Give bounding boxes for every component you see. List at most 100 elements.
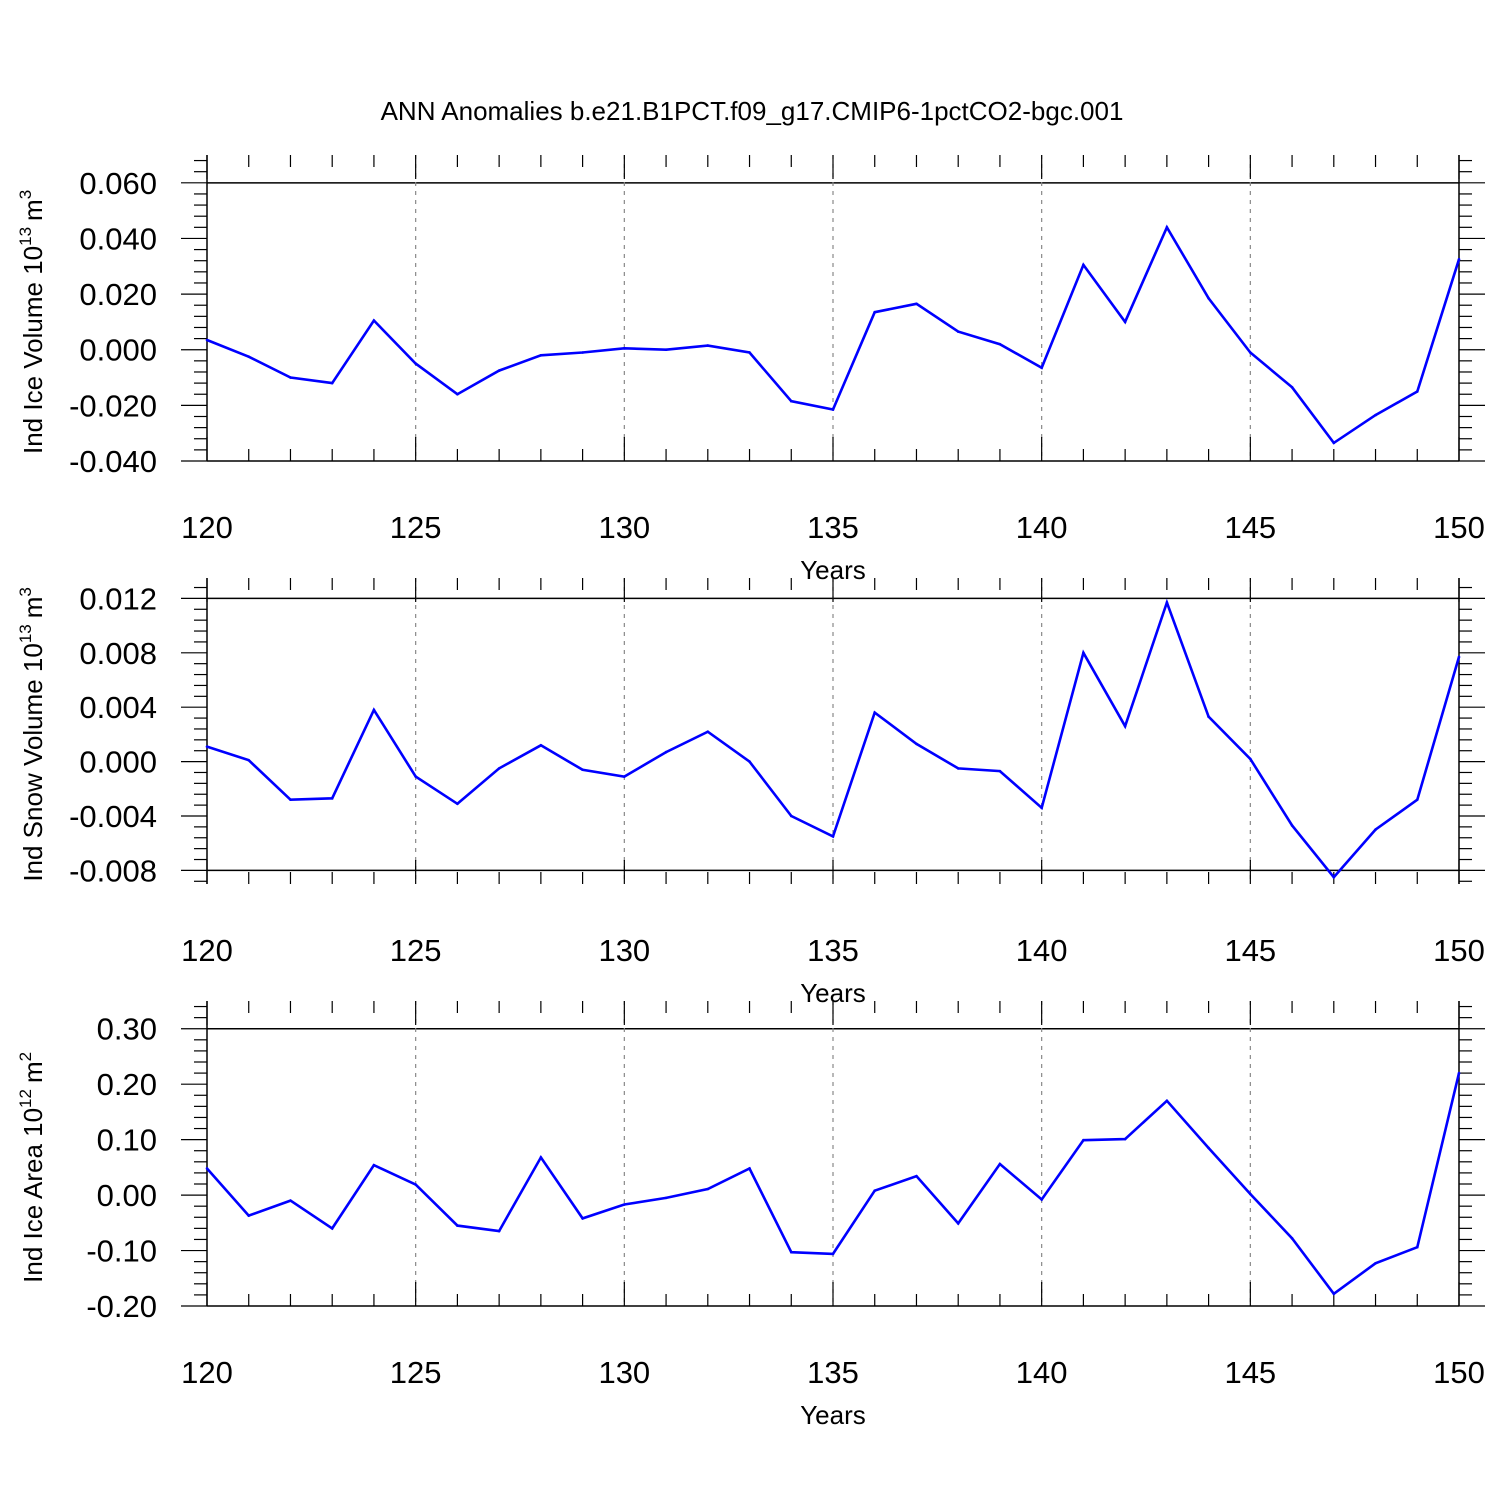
data-point <box>1290 824 1294 827</box>
x-tick-label: 135 <box>807 1355 859 1390</box>
x-tick-label: 135 <box>807 933 859 968</box>
y-axis-label-unit-exp: 2 <box>16 1052 35 1061</box>
data-point <box>706 730 710 733</box>
x-tick-label: 145 <box>1224 1355 1276 1390</box>
data-point <box>1123 724 1127 728</box>
data-point <box>497 767 501 770</box>
y-axis-label-text: Ind Ice Volume 10 <box>18 246 48 454</box>
data-point <box>1415 1245 1419 1249</box>
data-point <box>1332 441 1336 445</box>
data-point <box>1123 320 1127 324</box>
y-axis-label-exp: 13 <box>16 624 35 643</box>
data-point <box>831 1252 835 1256</box>
data-point <box>205 745 209 748</box>
data-point <box>372 708 376 712</box>
y-axis-label-text: Ind Ice Area 10 <box>18 1108 48 1283</box>
data-point <box>205 338 209 342</box>
data-point <box>873 1189 877 1192</box>
data-point <box>664 348 668 352</box>
y-axis-label-unit: m <box>18 1061 48 1083</box>
data-point <box>789 1250 793 1254</box>
data-point <box>414 1183 417 1186</box>
y-tick-label: -0.040 <box>69 444 157 479</box>
data-point <box>205 1167 209 1170</box>
data-point <box>915 302 918 306</box>
y-axis-label-exp: 12 <box>16 1089 35 1108</box>
y-axis-label-unit-exp: 3 <box>16 587 35 596</box>
y-axis-label-unit-exp: 3 <box>16 190 35 199</box>
data-point <box>1415 390 1419 393</box>
x-tick-label: 120 <box>181 933 233 968</box>
data-point <box>247 758 251 762</box>
data-point <box>748 351 751 354</box>
data-point <box>1165 1099 1169 1103</box>
y-tick-label: 0.20 <box>97 1067 157 1102</box>
data-point <box>748 760 751 763</box>
data-point <box>1374 828 1377 831</box>
data-point <box>1207 715 1210 719</box>
y-tick-label: 0.020 <box>79 277 157 312</box>
x-tick-label: 125 <box>390 1355 442 1390</box>
data-point <box>1457 655 1461 659</box>
data-point <box>1290 1237 1294 1240</box>
data-point <box>1165 226 1169 229</box>
data-point <box>1165 601 1169 604</box>
x-tick-label: 130 <box>598 510 650 545</box>
x-tick-label: 150 <box>1433 933 1485 968</box>
x-tick-label: 150 <box>1433 510 1485 545</box>
data-point <box>831 408 835 411</box>
data-point <box>1332 875 1336 879</box>
data-point <box>706 344 710 347</box>
x-tick-label: 140 <box>1016 933 1068 968</box>
figure-title: ANN Anomalies b.e21.B1PCT.f09_g17.CMIP6-… <box>381 96 1124 126</box>
data-point <box>456 392 459 396</box>
data-point <box>289 1199 292 1202</box>
x-tick-label: 120 <box>181 1355 233 1390</box>
x-tick-label: 130 <box>598 933 650 968</box>
data-point <box>748 1167 751 1170</box>
data-point <box>1249 351 1252 354</box>
x-tick-label: 145 <box>1224 933 1276 968</box>
data-point <box>998 1162 1002 1166</box>
y-tick-label: -0.020 <box>69 388 157 423</box>
data-point <box>497 1229 501 1233</box>
data-point <box>1457 258 1461 261</box>
data-point <box>289 798 292 801</box>
data-point <box>330 381 334 385</box>
data-point <box>289 376 292 379</box>
data-point <box>831 835 835 838</box>
chart-panel-1: 0.060 0.040 0.020 0.000 -0.020 -0.040 120 125 13… <box>16 155 1485 585</box>
data-point <box>372 1163 376 1167</box>
data-point <box>873 711 877 714</box>
data-point <box>1374 1262 1377 1265</box>
data-point <box>581 1217 584 1220</box>
x-tick-label: 130 <box>598 1355 650 1390</box>
data-point <box>664 750 668 754</box>
data-point <box>414 775 417 778</box>
data-point <box>789 814 793 818</box>
data-point <box>539 1156 543 1159</box>
data-point <box>664 1196 668 1200</box>
y-tick-label: -0.004 <box>69 799 157 834</box>
data-point <box>1207 296 1210 300</box>
data-point <box>1082 651 1085 655</box>
chart-panels: 0.060 0.040 0.020 0.000 -0.020 -0.040 120 125 13… <box>16 155 1485 1430</box>
data-point <box>1415 798 1419 801</box>
y-tick-label: 0.008 <box>79 636 157 671</box>
x-tick-label: 140 <box>1016 1355 1068 1390</box>
y-axis-label-text: Ind Snow Volume 10 <box>18 643 48 882</box>
y-tick-label: -0.008 <box>69 853 157 888</box>
y-axis-label: Ind Ice Area 1012 m2 <box>16 1052 48 1283</box>
y-tick-label: -0.10 <box>86 1234 157 1269</box>
data-point <box>1040 1198 1043 1201</box>
y-axis-label: Ind Snow Volume 1013 m3 <box>16 587 48 882</box>
data-point <box>956 330 960 333</box>
chart-panel-2: 0.012 0.008 0.004 0.000 -0.004 -0.008 120 125 13… <box>16 578 1485 1008</box>
data-point <box>956 1222 960 1225</box>
y-tick-label: 0.00 <box>97 1178 157 1213</box>
y-tick-label: 0.012 <box>79 581 157 616</box>
data-point <box>330 1227 334 1230</box>
data-point <box>581 768 584 772</box>
data-point <box>456 1224 459 1227</box>
